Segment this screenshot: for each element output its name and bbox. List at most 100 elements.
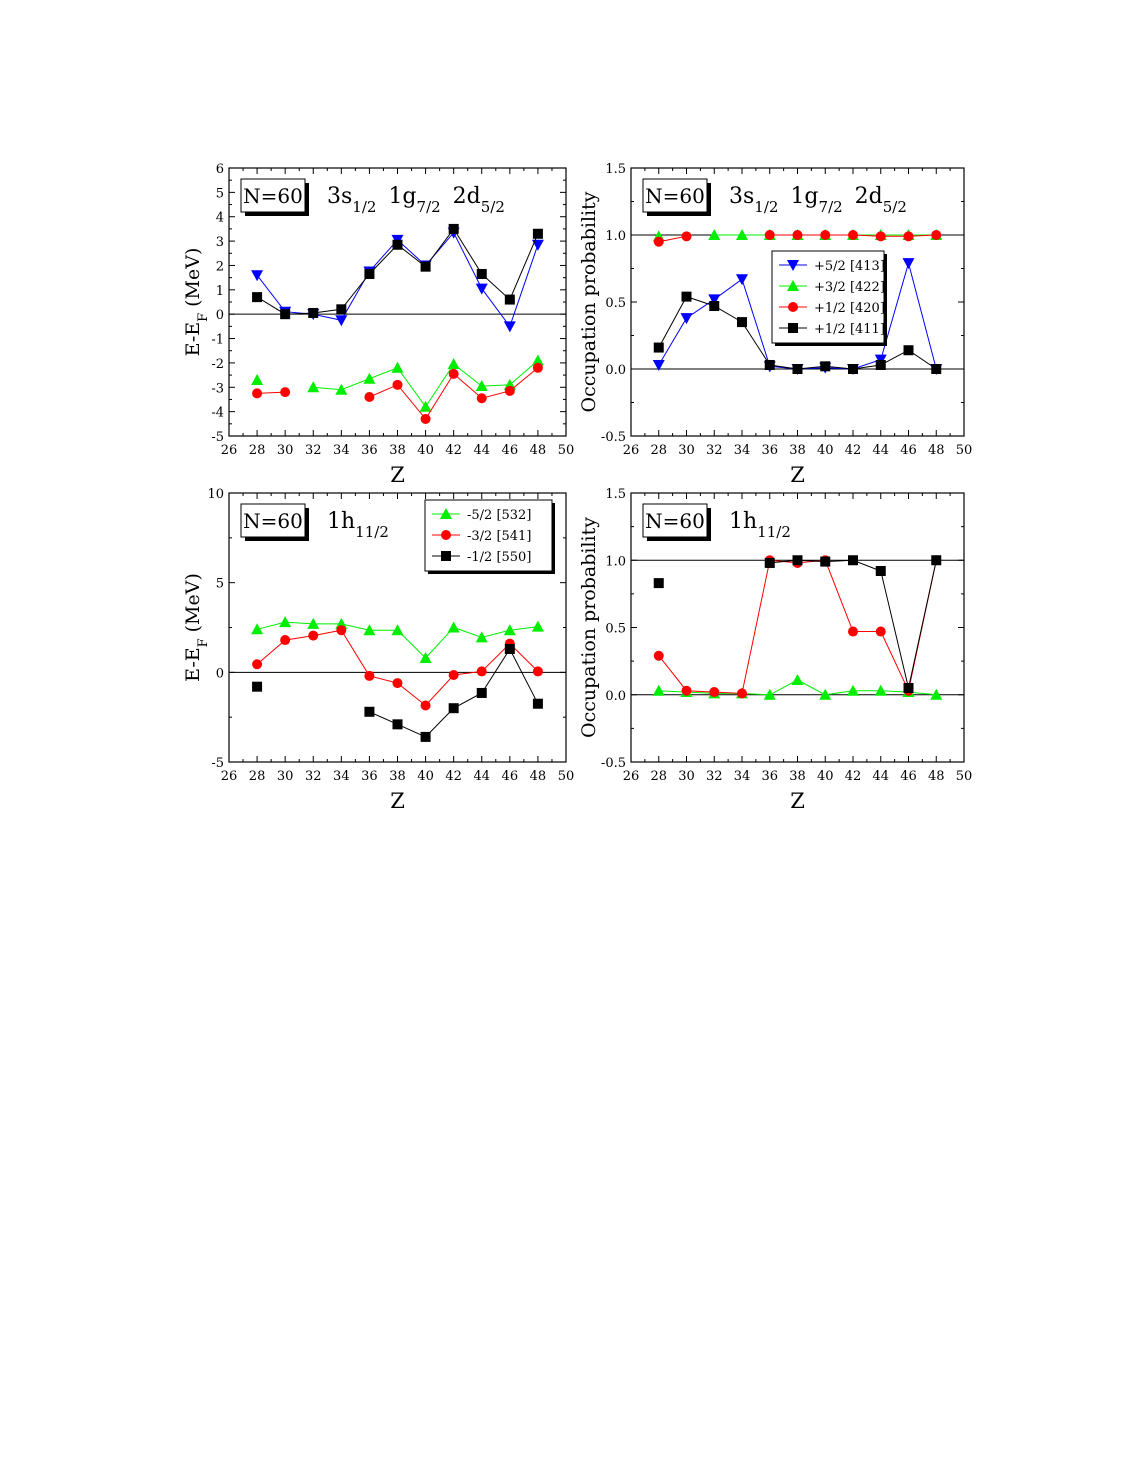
data-point bbox=[874, 684, 887, 696]
data-point bbox=[736, 229, 748, 240]
legend-entry: -3/2 [541] bbox=[467, 529, 531, 544]
x-axis-label: Z bbox=[790, 463, 805, 487]
orbital-name: 1g bbox=[790, 184, 818, 209]
x-tick-label: 42 bbox=[845, 443, 862, 458]
data-point bbox=[308, 630, 319, 641]
panel-top-left: 26 28 30 32 34 36 38 40 42 44 46 48 50-5-4-3-2-10123… bbox=[182, 162, 574, 487]
data-point bbox=[363, 372, 376, 384]
data-point bbox=[819, 688, 832, 700]
orbital-annotation: 1h11/2 bbox=[729, 509, 791, 541]
data-point bbox=[335, 383, 348, 395]
y-tick-label: 0.0 bbox=[605, 363, 626, 378]
plot-frame bbox=[630, 492, 965, 763]
data-point bbox=[903, 345, 914, 356]
x-tick-label: 42 bbox=[845, 769, 862, 784]
orbital-subscript: 7/2 bbox=[417, 198, 441, 216]
y-axis-label: E-EF (MeV) bbox=[182, 573, 211, 682]
data-point bbox=[875, 359, 886, 370]
legend-entry: +5/2 [413] bbox=[814, 259, 885, 274]
data-point bbox=[307, 617, 320, 629]
data-point bbox=[792, 364, 803, 374]
data-point bbox=[930, 688, 943, 700]
orbital-subscript: 11/2 bbox=[355, 523, 389, 541]
data-point bbox=[653, 342, 664, 353]
data-point bbox=[848, 364, 858, 374]
legend-marker bbox=[441, 530, 451, 540]
series-line bbox=[313, 360, 539, 408]
x-tick-label: 44 bbox=[473, 443, 490, 458]
orbital-subscript: 5/2 bbox=[481, 198, 505, 216]
legend-marker bbox=[441, 551, 451, 561]
data-point bbox=[447, 358, 460, 370]
x-tick-label: 44 bbox=[473, 769, 490, 784]
x-tick-label: 40 bbox=[417, 769, 434, 784]
data-point bbox=[848, 230, 858, 240]
data-point bbox=[764, 359, 775, 370]
data-point bbox=[681, 291, 692, 302]
legend-entry: +3/2 [422] bbox=[814, 280, 885, 295]
x-tick-label: 28 bbox=[650, 443, 667, 458]
x-tick-label: 26 bbox=[221, 443, 238, 458]
x-tick-label: 40 bbox=[817, 443, 834, 458]
x-tick-label: 26 bbox=[623, 769, 640, 784]
y-tick-label: 1.0 bbox=[605, 229, 626, 244]
orbital-subscript: 11/2 bbox=[757, 523, 791, 541]
data-point bbox=[280, 635, 291, 646]
data-point bbox=[448, 703, 459, 714]
y-axis-label-unit: (MeV) bbox=[182, 573, 204, 632]
data-point bbox=[448, 670, 459, 681]
x-tick-label: 34 bbox=[333, 769, 350, 784]
data-point bbox=[364, 670, 375, 681]
label-box bbox=[240, 503, 306, 538]
x-axis-label: Z bbox=[390, 789, 405, 813]
x-tick-label: 46 bbox=[900, 769, 917, 784]
orbital-name: 1h bbox=[327, 509, 355, 534]
y-tick-label: -0.5 bbox=[601, 756, 626, 771]
x-tick-label: 38 bbox=[389, 769, 406, 784]
data-point bbox=[307, 381, 320, 393]
y-tick-label: 3 bbox=[216, 235, 224, 250]
x-tick-label: 40 bbox=[817, 769, 834, 784]
data-point bbox=[847, 684, 859, 696]
data-point bbox=[903, 231, 914, 242]
data-point bbox=[792, 555, 803, 566]
data-point bbox=[931, 230, 942, 240]
data-point bbox=[448, 223, 459, 234]
orbital-name: 1g bbox=[388, 184, 416, 209]
x-tick-label: 40 bbox=[417, 443, 434, 458]
data-point bbox=[820, 230, 831, 240]
data-point bbox=[476, 268, 487, 279]
series-2 bbox=[653, 230, 942, 247]
y-tick-label: -3 bbox=[211, 381, 224, 396]
x-tick-label: 50 bbox=[956, 443, 973, 458]
x-tick-label: 44 bbox=[872, 443, 889, 458]
x-tick-label: 28 bbox=[650, 769, 667, 784]
data-point bbox=[280, 309, 291, 320]
label-box bbox=[642, 178, 708, 213]
data-point bbox=[476, 687, 487, 698]
data-point bbox=[447, 621, 460, 633]
y-tick-label: -2 bbox=[211, 357, 224, 372]
data-point bbox=[763, 688, 776, 700]
y-tick-label: -5 bbox=[211, 430, 224, 445]
x-tick-label: 30 bbox=[277, 769, 294, 784]
series-1 bbox=[252, 223, 543, 320]
y-tick-label: 5 bbox=[216, 186, 224, 201]
y-axis-label-sub: F bbox=[196, 313, 211, 322]
x-tick-label: 36 bbox=[361, 769, 378, 784]
x-tick-label: 28 bbox=[249, 443, 266, 458]
y-axis-label-main: E-E bbox=[182, 322, 204, 357]
data-point bbox=[504, 644, 515, 655]
y-tick-label: 1.0 bbox=[605, 554, 626, 569]
label-box bbox=[240, 178, 306, 213]
y-axis-label: E-EF (MeV) bbox=[182, 248, 211, 357]
y-tick-label: 6 bbox=[216, 162, 224, 177]
data-point bbox=[392, 379, 403, 390]
data-point bbox=[420, 413, 431, 424]
data-point bbox=[875, 231, 886, 242]
data-point bbox=[364, 268, 375, 279]
data-point bbox=[475, 283, 488, 295]
series-1 bbox=[252, 625, 543, 711]
x-tick-label: 32 bbox=[706, 769, 723, 784]
